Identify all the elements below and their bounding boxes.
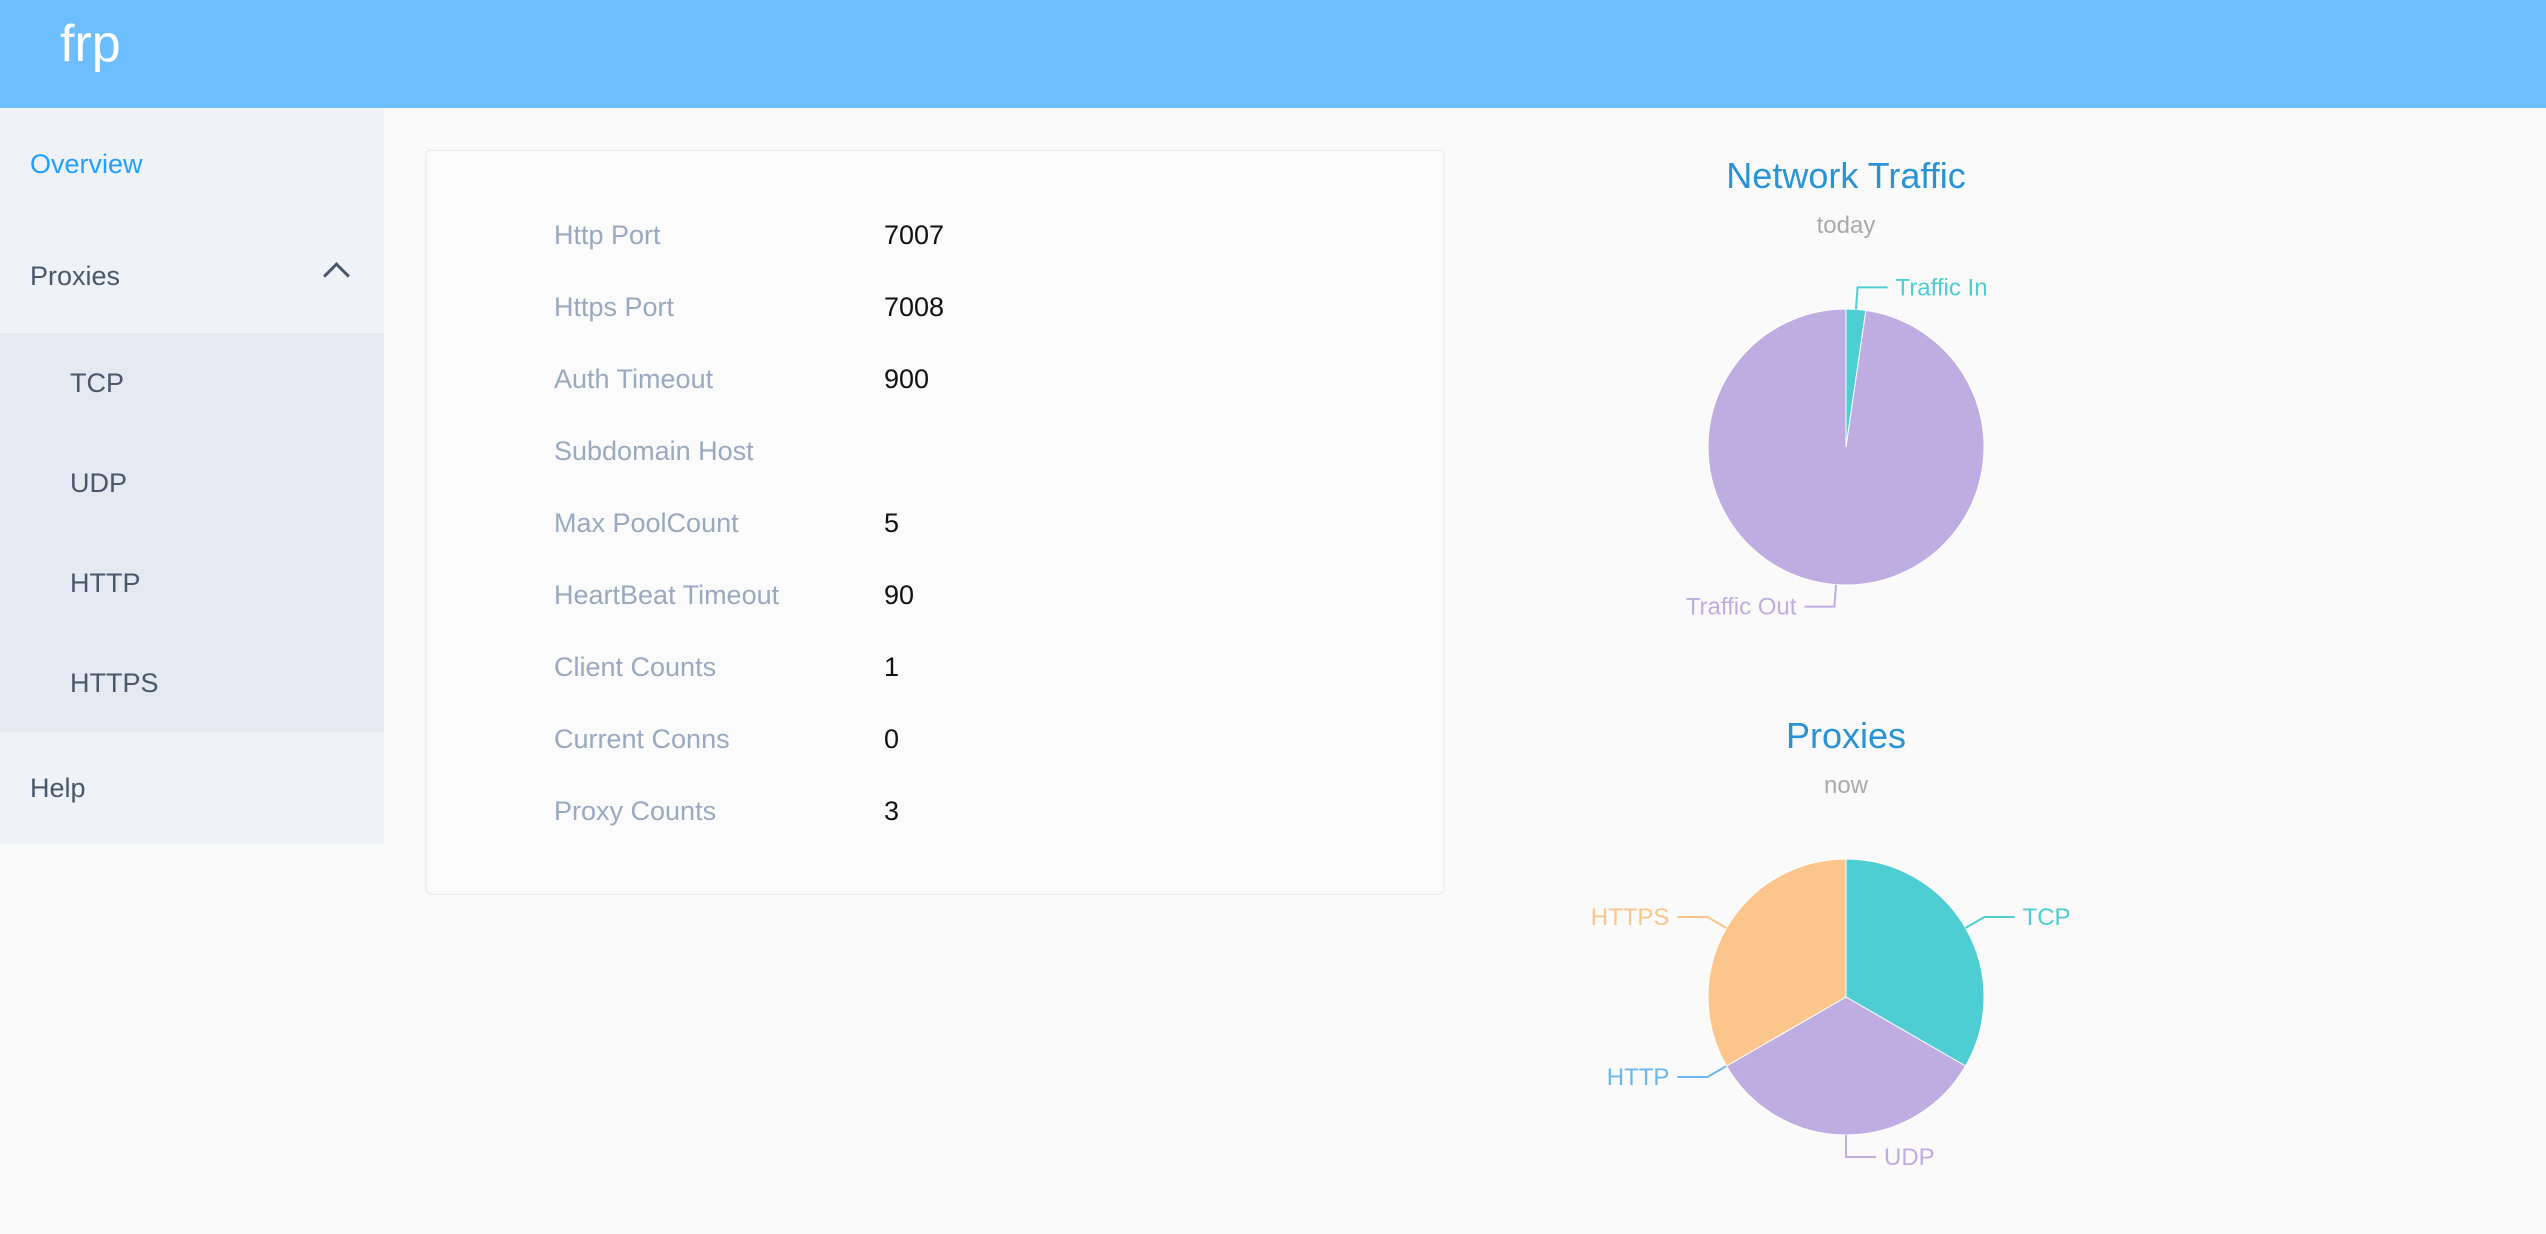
info-value: 7008 [884, 291, 945, 322]
sidebar-item-tcp[interactable]: TCP [70, 367, 124, 398]
sidebar-item-overview[interactable]: Overview [30, 148, 143, 179]
proxies-chart-subtitle: now [1824, 772, 1869, 799]
brand-logo[interactable]: frp [60, 15, 121, 73]
top-header: frp [0, 0, 2546, 108]
proxies-submenu: TCP UDP HTTP HTTPS [0, 333, 384, 732]
pie-label-tcp: TCP [2023, 904, 2071, 931]
info-label: Current Conns [554, 723, 730, 754]
sidebar-item-https[interactable]: HTTPS [70, 667, 159, 698]
info-row-auth-timeout: Auth Timeout 900 [554, 359, 929, 399]
pie-label-http: HTTP [1607, 1064, 1670, 1091]
info-value: 7007 [884, 219, 945, 250]
info-row-client-counts: Client Counts 1 [554, 647, 899, 687]
info-row-max-poolcount: Max PoolCount 5 [554, 503, 899, 543]
label-line-tcp [1965, 916, 2015, 929]
label-line-http [1677, 1065, 1727, 1078]
traffic-chart-title: Network Traffic [1726, 155, 1965, 196]
info-value: 0 [884, 723, 900, 754]
info-value: 1 [884, 651, 900, 682]
label-line-udp [1845, 1135, 1876, 1158]
info-row-http-port: Http Port 7007 [554, 215, 944, 255]
info-label: Client Counts [554, 651, 717, 682]
info-label: Subdomain Host [554, 435, 754, 466]
sidebar-item-udp[interactable]: UDP [70, 467, 128, 498]
info-label: Https Port [554, 291, 675, 322]
sidebar-item-help[interactable]: Help [30, 772, 86, 803]
pie-label-https: HTTPS [1591, 904, 1670, 931]
traffic-chart-subtitle: today [1817, 212, 1876, 239]
info-row-subdomain-host: Subdomain Host [554, 431, 884, 471]
pie-slice-udp[interactable] [1725, 996, 1967, 1136]
pie-label-traffic-in: Traffic In [1896, 274, 1988, 301]
proxies-chart-title: Proxies [1786, 715, 1906, 756]
info-row-proxy-counts: Proxy Counts 3 [554, 791, 899, 831]
sidebar-item-proxies[interactable]: Proxies [0, 226, 384, 326]
info-label: HeartBeat Timeout [554, 579, 780, 610]
info-label: Max PoolCount [554, 507, 739, 538]
label-line-traffic-out [1804, 584, 1838, 608]
info-label: Auth Timeout [554, 363, 714, 394]
sidebar-item-http[interactable]: HTTP [70, 567, 141, 598]
info-label: Proxy Counts [554, 795, 717, 826]
info-value: 3 [884, 795, 900, 826]
sidebar-item-label: Proxies [30, 260, 121, 291]
pie-label-udp: UDP [1884, 1144, 1935, 1171]
pie-slice-tcp[interactable] [1845, 858, 1985, 1067]
pie-label-traffic-out: Traffic Out [1686, 594, 1797, 621]
server-info-card: Http Port 7007 Https Port 7008 Auth Timeou… [425, 149, 1445, 895]
info-row-https-port: Https Port 7008 [554, 287, 944, 327]
info-value: 900 [884, 363, 930, 394]
label-line-https [1677, 916, 1727, 929]
pie-slice-https[interactable] [1707, 858, 1847, 1067]
info-value: 5 [884, 507, 900, 538]
info-value: 90 [884, 579, 915, 610]
pie-slice-traffic-out[interactable] [1707, 308, 1985, 586]
info-row-current-conns: Current Conns 0 [554, 719, 899, 759]
info-label: Http Port [554, 219, 661, 250]
sidebar: Overview Proxies TCP UDP HTTP HTTPS Help [0, 108, 384, 844]
info-row-heartbeat-timeout: HeartBeat Timeout 90 [554, 575, 914, 615]
label-line-traffic-in [1854, 286, 1888, 310]
